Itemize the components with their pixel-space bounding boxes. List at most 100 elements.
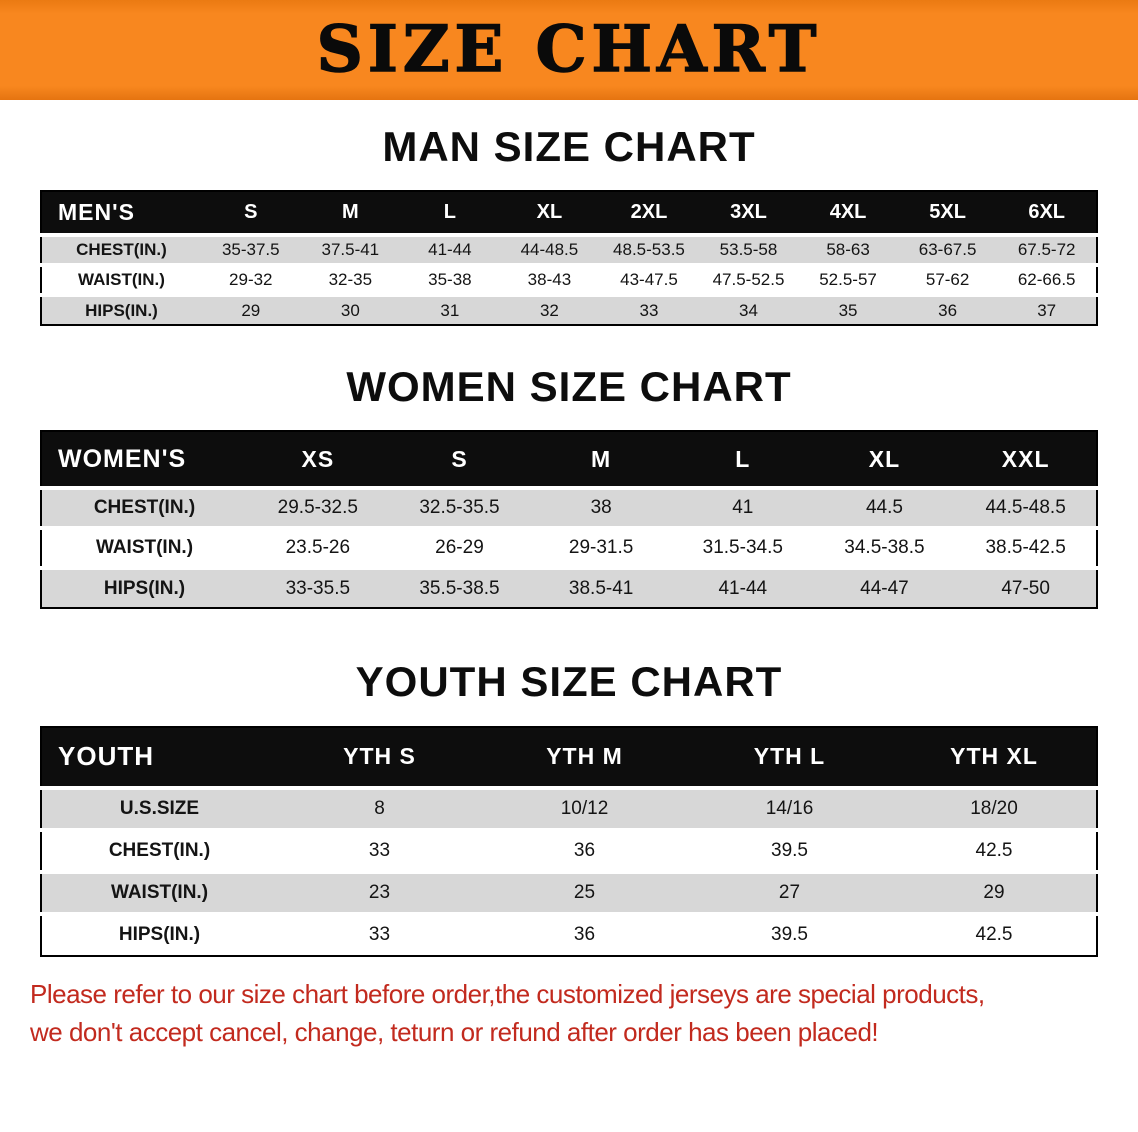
size-table-header-row: YOUTH YTH S YTH M YTH L YTH XL [41, 726, 1097, 788]
measurement-value-cell: 27 [687, 869, 892, 914]
measurement-value-cell: 23 [277, 869, 482, 914]
size-column-header: L [400, 191, 500, 236]
size-column-header: M [530, 431, 672, 489]
measurement-value-cell: 67.5-72 [997, 233, 1097, 266]
youth-size-chart-section: YOUTH SIZE CHART YOUTH YTH S YTH M YTH L YTH… [0, 658, 1138, 957]
measurement-value-cell: 36 [482, 911, 687, 956]
measurement-row: HIPS(IN.) 33 36 39.5 42.5 [41, 911, 1097, 956]
measurement-value-cell: 44-47 [813, 566, 956, 609]
size-column-header: 4XL [798, 191, 898, 236]
measurement-value-cell: 33 [277, 911, 482, 956]
measurement-label-cell: CHEST(IN.) [41, 233, 201, 266]
measurement-value-cell: 36 [897, 293, 998, 326]
size-chart-banner: SIZE CHART [0, 0, 1138, 100]
size-column-header: XL [499, 191, 600, 236]
size-column-header: XXL [955, 431, 1097, 489]
table-title-cell: YOUTH [41, 726, 277, 788]
disclaimer-line-1: Please refer to our size chart before or… [30, 978, 985, 1009]
measurement-value-cell: 38.5-42.5 [955, 526, 1097, 569]
size-table-header-row: WOMEN'S XS S M L XL XXL [41, 431, 1097, 489]
measurement-label-cell: WAIST(IN.) [41, 869, 277, 914]
measurement-label-cell: WAIST(IN.) [41, 263, 201, 296]
measurement-value-cell: 8 [277, 785, 482, 830]
measurement-value-cell: 33 [599, 293, 699, 326]
measurement-label-cell: CHEST(IN.) [41, 827, 277, 872]
size-column-header: XS [247, 431, 389, 489]
measurement-value-cell: 35-37.5 [201, 233, 301, 266]
size-column-header: YTH XL [892, 726, 1097, 788]
measurement-value-cell: 53.5-58 [698, 233, 799, 266]
measurement-value-cell: 30 [300, 293, 401, 326]
size-column-header: YTH L [687, 726, 892, 788]
measurement-label-cell: CHEST(IN.) [41, 486, 247, 529]
size-column-header: YTH M [482, 726, 687, 788]
measurement-value-cell: 31 [400, 293, 500, 326]
measurement-value-cell: 42.5 [892, 827, 1097, 872]
disclaimer-note: Please refer to our size chart before or… [30, 975, 1108, 1051]
measurement-value-cell: 18/20 [892, 785, 1097, 830]
women-size-chart-section: WOMEN SIZE CHART WOMEN'S XS S M L XL XXL CHEST(… [0, 363, 1138, 610]
measurement-value-cell: 39.5 [687, 827, 892, 872]
measurement-label-cell: WAIST(IN.) [41, 526, 247, 569]
measurement-row: CHEST(IN.) 33 36 39.5 42.5 [41, 827, 1097, 872]
measurement-value-cell: 37 [997, 293, 1097, 326]
measurement-value-cell: 29 [892, 869, 1097, 914]
measurement-row: WAIST(IN.) 29-32 32-35 35-38 38-43 43-47.5 47.… [41, 263, 1097, 296]
measurement-value-cell: 10/12 [482, 785, 687, 830]
youth-size-table: YOUTH YTH S YTH M YTH L YTH XL U.S.SIZE 8 10/12… [40, 725, 1098, 957]
measurement-label-cell: HIPS(IN.) [41, 293, 201, 326]
size-column-header: XL [813, 431, 956, 489]
measurement-value-cell: 32-35 [300, 263, 401, 296]
size-column-header: YTH S [277, 726, 482, 788]
size-column-header: L [671, 431, 814, 489]
measurement-row: U.S.SIZE 8 10/12 14/16 18/20 [41, 785, 1097, 830]
measurement-value-cell: 43-47.5 [599, 263, 699, 296]
measurement-value-cell: 38-43 [499, 263, 600, 296]
men-section-heading: MAN SIZE CHART [382, 123, 756, 170]
measurement-value-cell: 35 [798, 293, 898, 326]
measurement-value-cell: 29.5-32.5 [247, 486, 389, 529]
size-chart-page: SIZE CHART MAN SIZE CHART MEN'S S M L XL 2XL 3… [0, 0, 1138, 1051]
men-size-table: MEN'S S M L XL 2XL 3XL 4XL 5XL 6XL CHEST(IN.) 35-37… [40, 190, 1098, 327]
size-column-header: M [300, 191, 401, 236]
measurement-row: HIPS(IN.) 33-35.5 35.5-38.5 38.5-41 41-44 44-… [41, 566, 1097, 609]
measurement-value-cell: 34.5-38.5 [813, 526, 956, 569]
measurement-value-cell: 57-62 [897, 263, 998, 296]
measurement-value-cell: 52.5-57 [798, 263, 898, 296]
measurement-value-cell: 35.5-38.5 [388, 566, 531, 609]
measurement-value-cell: 29-31.5 [530, 526, 672, 569]
measurement-value-cell: 44-48.5 [499, 233, 600, 266]
men-size-chart-section: MAN SIZE CHART MEN'S S M L XL 2XL 3XL 4XL 5XL 6XL… [0, 123, 1138, 327]
measurement-value-cell: 38.5-41 [530, 566, 672, 609]
size-column-header: 5XL [897, 191, 998, 236]
size-column-header: S [388, 431, 531, 489]
measurement-value-cell: 32.5-35.5 [388, 486, 531, 529]
measurement-value-cell: 38 [530, 486, 672, 529]
table-title-cell: WOMEN'S [41, 431, 247, 489]
measurement-value-cell: 25 [482, 869, 687, 914]
measurement-value-cell: 35-38 [400, 263, 500, 296]
measurement-value-cell: 47.5-52.5 [698, 263, 799, 296]
measurement-value-cell: 33 [277, 827, 482, 872]
youth-section-heading: YOUTH SIZE CHART [355, 658, 783, 706]
measurement-value-cell: 37.5-41 [300, 233, 401, 266]
measurement-value-cell: 39.5 [687, 911, 892, 956]
women-size-table: WOMEN'S XS S M L XL XXL CHEST(IN.) 29.5-32.5 32.5… [40, 430, 1098, 610]
measurement-value-cell: 41-44 [671, 566, 814, 609]
measurement-value-cell: 29 [201, 293, 301, 326]
measurement-value-cell: 42.5 [892, 911, 1097, 956]
disclaimer-line-2: we don't accept cancel, change, teturn o… [30, 1016, 879, 1047]
measurement-row: WAIST(IN.) 23 25 27 29 [41, 869, 1097, 914]
measurement-value-cell: 36 [482, 827, 687, 872]
measurement-row: HIPS(IN.) 29 30 31 32 33 34 35 36 37 [41, 293, 1097, 326]
measurement-value-cell: 41 [671, 486, 814, 529]
measurement-value-cell: 31.5-34.5 [671, 526, 814, 569]
banner-title: SIZE CHART [316, 12, 822, 87]
size-column-header: S [201, 191, 301, 236]
size-table-header-row: MEN'S S M L XL 2XL 3XL 4XL 5XL 6XL [41, 191, 1097, 236]
measurement-value-cell: 33-35.5 [247, 566, 389, 609]
measurement-value-cell: 41-44 [400, 233, 500, 266]
measurement-value-cell: 34 [698, 293, 799, 326]
size-column-header: 6XL [997, 191, 1097, 236]
measurement-label-cell: U.S.SIZE [41, 785, 277, 830]
